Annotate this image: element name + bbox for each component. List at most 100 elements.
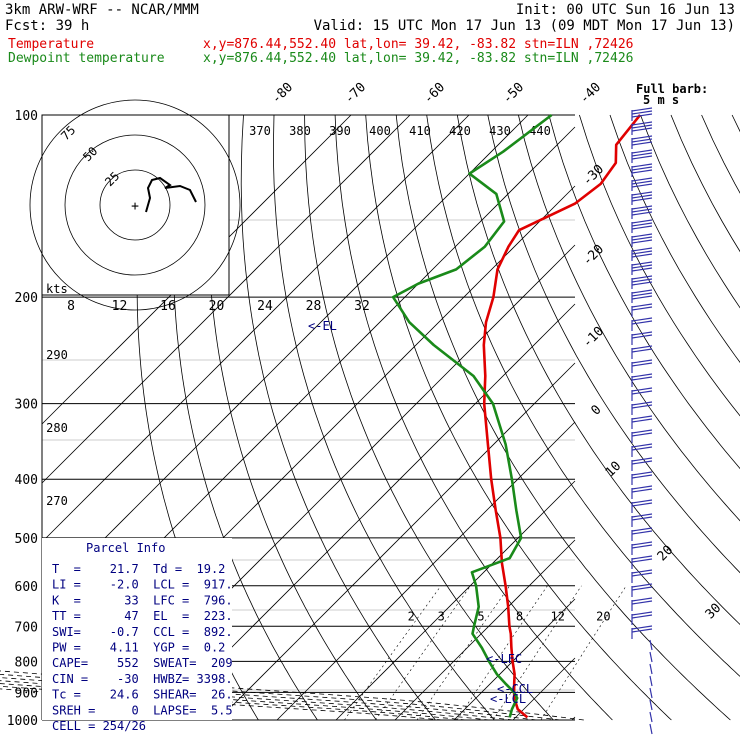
theta-label: 410 (409, 124, 431, 138)
temp-legend-info: x,y=876.44,552.40 lat,lon= 39.42, -83.82… (203, 37, 633, 52)
hodograph-trace (145, 176, 197, 213)
wind-barb-flag (631, 485, 653, 490)
valid-time: Valid: 15 UTC Mon 17 Jun 13 (09 MDT Mon … (314, 18, 735, 34)
lcl-marker: <-LCL (490, 692, 526, 706)
isotherm-label: -80 (269, 80, 296, 107)
dry-adiabat (518, 114, 740, 522)
isotherm (217, 362, 576, 721)
wind-barb-flag (631, 303, 653, 308)
theta-left-label: 270 (46, 494, 68, 508)
mixing-ratio-line (456, 585, 548, 721)
wind-barb-staff (649, 663, 653, 675)
hodograph-ring (99, 169, 171, 241)
wind-barb-flag (631, 183, 653, 188)
wind-barb-staff (649, 699, 653, 711)
isotherm (276, 421, 576, 721)
wind-barb-flag (631, 583, 653, 588)
mixing-ratio-label: 20 (596, 609, 610, 623)
wind-barb-flag (631, 387, 653, 392)
wind-barb-flag (631, 121, 653, 126)
sounding-curves (391, 113, 642, 719)
wind-barb-flag (631, 558, 653, 563)
wind-barb-flag (631, 628, 653, 633)
wind-barb-flag (631, 320, 653, 325)
wind-barb-flag (631, 502, 653, 507)
pressure-label: 200 (15, 291, 38, 306)
isotherm-label: -40 (577, 80, 604, 107)
isotherm-label: 0 (588, 402, 604, 418)
hodograph-center: + (131, 199, 139, 214)
wind-barb-flag (631, 197, 653, 202)
wind-barb-flag (631, 275, 653, 280)
isotherm (394, 539, 576, 721)
wind-barb-flag (631, 597, 653, 602)
isotherm (41, 114, 411, 484)
wind-barb-flag (631, 345, 653, 350)
dew-legend-info: x,y=876.44,552.40 lat,lon= 39.42, -83.82… (203, 51, 633, 66)
mixing-ratio-line (492, 585, 582, 721)
wind-barb-flag (631, 138, 653, 143)
theta-left-label: 280 (46, 421, 68, 435)
wind-barb-flag (631, 222, 653, 227)
theta-label: 370 (249, 124, 271, 138)
wind-barb-flag (631, 331, 653, 336)
wind-barb-flag (631, 418, 653, 423)
wind-barb-flag (631, 247, 653, 252)
wind-barb-flag (631, 404, 653, 409)
wind-barb-flag (631, 429, 653, 434)
mixing-ratio-label: 2 (408, 609, 415, 623)
wind-barb-flag (631, 471, 653, 476)
init-time: Init: 00 UTC Sun 16 Jun 13 (516, 2, 735, 18)
wind-barb-flag (631, 474, 653, 479)
mixing-ratio-line (540, 585, 627, 721)
wind-barb-staff (649, 723, 653, 735)
dry-adiabat (456, 114, 740, 626)
ccl-marker: <-CCL (497, 682, 533, 696)
wind-barb-flag (631, 107, 653, 112)
wind-barb-flag (631, 191, 653, 196)
full-barb-units: 5 m s (643, 93, 679, 107)
pressure-label: 600 (15, 580, 38, 595)
mixing-ratio-label: 5 (477, 609, 484, 623)
isotherm (512, 657, 576, 721)
wind-barb-flag (631, 516, 653, 521)
isotherm (41, 114, 529, 602)
parcel-info-row: K = 33 LFC = 796. (52, 593, 233, 607)
wind-barb-flag (631, 233, 653, 238)
parcel-info-panel: Parcel Info T = 21.7 Td = 19.2 LI = -2.0 … (42, 538, 233, 733)
dry-adiabat (207, 114, 377, 721)
wind-barb-staff (649, 639, 653, 651)
pressure-label: 100 (15, 109, 38, 124)
lfc-marker: <-LFC (486, 652, 522, 666)
pressure-label: 500 (15, 532, 38, 547)
wind-barb-flag (631, 205, 653, 210)
isotherm-label: -30 (580, 162, 607, 189)
dry-adiabat (273, 114, 495, 721)
wind-barb-flag (631, 141, 653, 146)
mixing-ratio-line (375, 585, 471, 721)
wind-barb-staff (649, 687, 653, 699)
dry-adiabat (304, 114, 554, 721)
speed-label: 16 (160, 299, 176, 314)
wind-barb-flag (631, 306, 653, 311)
theta-label: 430 (489, 124, 511, 138)
dry-adiabat (487, 114, 740, 574)
pressure-label: 700 (15, 620, 38, 635)
isotherm-label: 10 (603, 459, 625, 481)
parcel-info-row: LI = -2.0 LCL = 917. (52, 578, 233, 592)
wind-barb-flag (631, 225, 653, 230)
mixing-ratio-label: 8 (516, 609, 523, 623)
isotherm (41, 114, 470, 543)
wind-barb-flag (631, 208, 653, 213)
wind-barb-flag (631, 611, 653, 616)
dry-adiabat (701, 114, 740, 194)
wind-barb-flag (631, 264, 653, 269)
mixing-ratio-label: 12 (551, 609, 565, 623)
hodograph-ring (64, 134, 206, 276)
wind-barb-flag (631, 348, 653, 353)
wind-barb-flag (631, 401, 653, 406)
speed-label: 12 (112, 299, 128, 314)
dry-adiabat (670, 114, 740, 253)
